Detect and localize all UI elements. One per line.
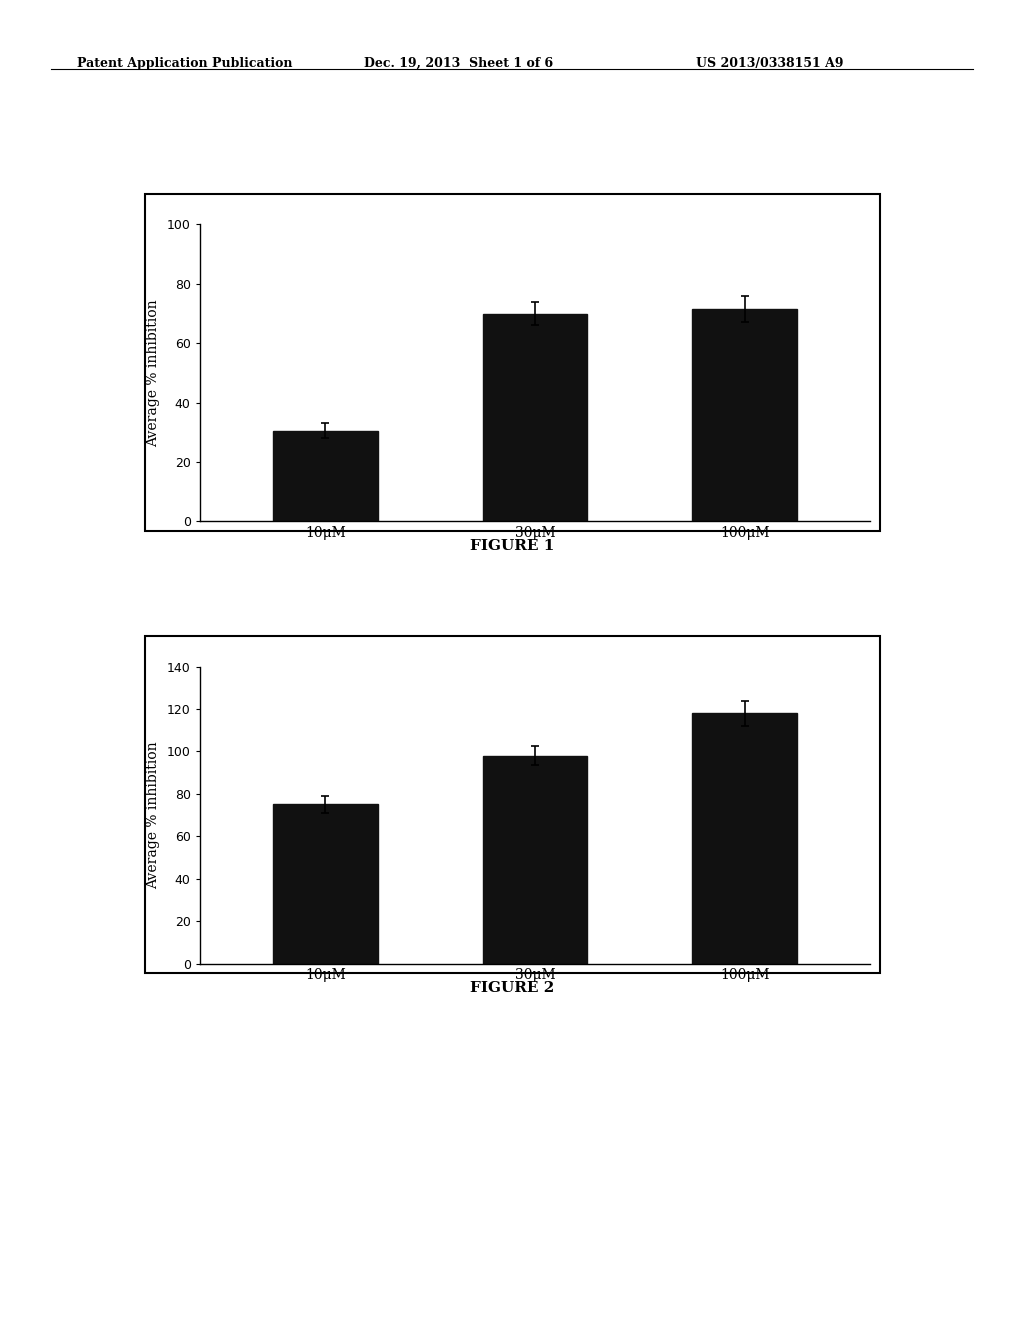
Bar	[482, 314, 588, 521]
Text: FIGURE 1: FIGURE 1	[470, 539, 554, 553]
Text: Dec. 19, 2013  Sheet 1 of 6: Dec. 19, 2013 Sheet 1 of 6	[364, 57, 553, 70]
Bar	[273, 430, 378, 521]
Text: Patent Application Publication: Patent Application Publication	[77, 57, 292, 70]
Bar	[692, 309, 797, 521]
Text: FIGURE 2: FIGURE 2	[470, 981, 554, 995]
Y-axis label: Average % inhibition: Average % inhibition	[145, 300, 160, 446]
Text: US 2013/0338151 A9: US 2013/0338151 A9	[696, 57, 844, 70]
Bar	[692, 713, 797, 964]
Bar	[482, 755, 588, 964]
Y-axis label: Average % inhibition: Average % inhibition	[145, 742, 160, 888]
Bar	[273, 804, 378, 964]
